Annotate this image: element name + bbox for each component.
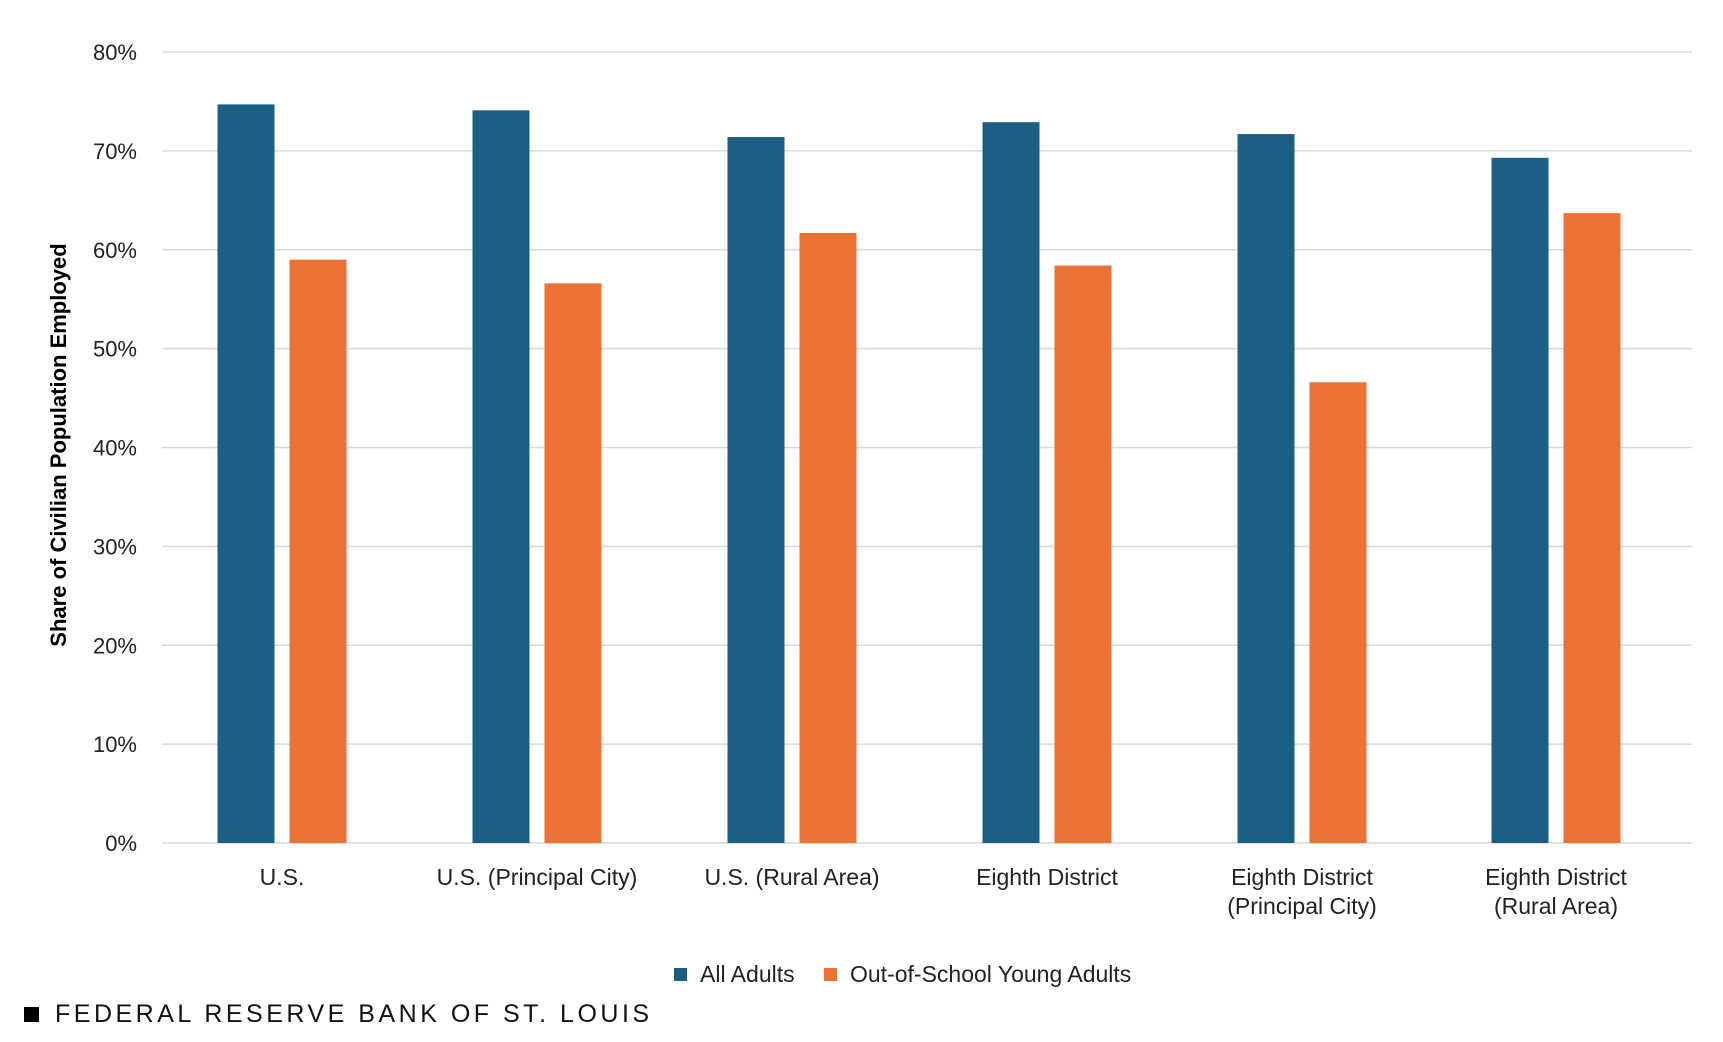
- x-category-label: U.S. (Rural Area): [704, 864, 879, 890]
- x-category-label: U.S. (Principal City): [437, 864, 638, 890]
- bar: [1237, 134, 1295, 843]
- y-tick-label: 70%: [93, 139, 137, 164]
- legend-swatch-icon: [674, 968, 687, 981]
- legend-swatch-icon: [824, 968, 837, 981]
- bar: [1309, 382, 1367, 843]
- bar: [1563, 213, 1621, 843]
- bars: [217, 104, 1621, 844]
- bar: [1491, 157, 1549, 843]
- y-tick-label: 80%: [93, 40, 137, 65]
- y-axis-label: Share of Civilian Population Employed: [46, 243, 71, 646]
- x-category-label: U.S.: [260, 864, 305, 890]
- x-category-label: (Principal City): [1227, 893, 1377, 919]
- y-axis-tick-labels: 0% 10% 20% 30% 40% 50% 60% 70% 80%: [93, 40, 137, 856]
- x-category-label: Eighth District: [1485, 864, 1627, 890]
- bar: [544, 283, 602, 843]
- y-tick-label: 20%: [93, 633, 137, 658]
- bar: [727, 137, 785, 844]
- legend-label: All Adults: [700, 961, 795, 987]
- bar: [217, 104, 275, 843]
- y-tick-label: 60%: [93, 238, 137, 263]
- x-category-label: (Rural Area): [1494, 893, 1618, 919]
- legend: All Adults Out-of-School Young Adults: [674, 961, 1131, 987]
- bar: [1054, 265, 1112, 843]
- bar: [289, 259, 347, 843]
- gridlines: [162, 51, 1692, 844]
- legend-label: Out-of-School Young Adults: [850, 961, 1131, 987]
- y-tick-label: 40%: [93, 436, 137, 461]
- y-tick-label: 50%: [93, 337, 137, 362]
- footer-square-icon: [24, 1007, 39, 1022]
- footer-source: FEDERAL RESERVE BANK OF ST. LOUIS: [24, 1000, 653, 1029]
- x-category-label: Eighth District: [976, 864, 1118, 890]
- footer-source-text: FEDERAL RESERVE BANK OF ST. LOUIS: [55, 1000, 653, 1028]
- y-tick-label: 30%: [93, 534, 137, 559]
- x-category-label: Eighth District: [1231, 864, 1373, 890]
- bar: [472, 110, 530, 844]
- bar: [982, 122, 1040, 844]
- x-axis-category-labels: U.S. U.S. (Principal City) U.S. (Rural Are…: [260, 864, 1628, 919]
- bar: [799, 232, 857, 843]
- y-tick-label: 0%: [105, 831, 137, 856]
- y-tick-label: 10%: [93, 732, 137, 757]
